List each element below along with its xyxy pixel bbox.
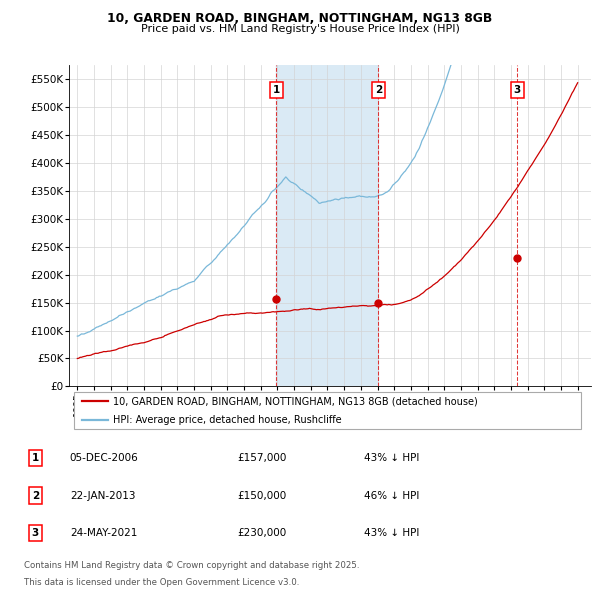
- Text: £157,000: £157,000: [237, 453, 286, 463]
- Text: £230,000: £230,000: [237, 529, 286, 538]
- Text: Contains HM Land Registry data © Crown copyright and database right 2025.: Contains HM Land Registry data © Crown c…: [24, 561, 359, 570]
- Text: 2: 2: [32, 491, 39, 500]
- Text: 22-JAN-2013: 22-JAN-2013: [70, 491, 136, 500]
- Text: 05-DEC-2006: 05-DEC-2006: [70, 453, 139, 463]
- Text: 2: 2: [375, 85, 382, 95]
- Text: 3: 3: [514, 85, 521, 95]
- Bar: [276, 65, 379, 386]
- Text: 46% ↓ HPI: 46% ↓ HPI: [364, 491, 419, 500]
- Text: 1: 1: [32, 453, 39, 463]
- Text: 24-MAY-2021: 24-MAY-2021: [70, 529, 137, 538]
- Text: HPI: Average price, detached house, Rushcliffe: HPI: Average price, detached house, Rush…: [113, 415, 342, 425]
- Text: 43% ↓ HPI: 43% ↓ HPI: [364, 529, 419, 538]
- Text: Price paid vs. HM Land Registry's House Price Index (HPI): Price paid vs. HM Land Registry's House …: [140, 24, 460, 34]
- Text: 43% ↓ HPI: 43% ↓ HPI: [364, 453, 419, 463]
- Text: 3: 3: [32, 529, 39, 538]
- FancyBboxPatch shape: [74, 392, 581, 429]
- Text: 10, GARDEN ROAD, BINGHAM, NOTTINGHAM, NG13 8GB (detached house): 10, GARDEN ROAD, BINGHAM, NOTTINGHAM, NG…: [113, 396, 478, 407]
- Text: 10, GARDEN ROAD, BINGHAM, NOTTINGHAM, NG13 8GB: 10, GARDEN ROAD, BINGHAM, NOTTINGHAM, NG…: [107, 12, 493, 25]
- Text: £150,000: £150,000: [237, 491, 286, 500]
- Text: This data is licensed under the Open Government Licence v3.0.: This data is licensed under the Open Gov…: [24, 578, 299, 587]
- Text: 1: 1: [272, 85, 280, 95]
